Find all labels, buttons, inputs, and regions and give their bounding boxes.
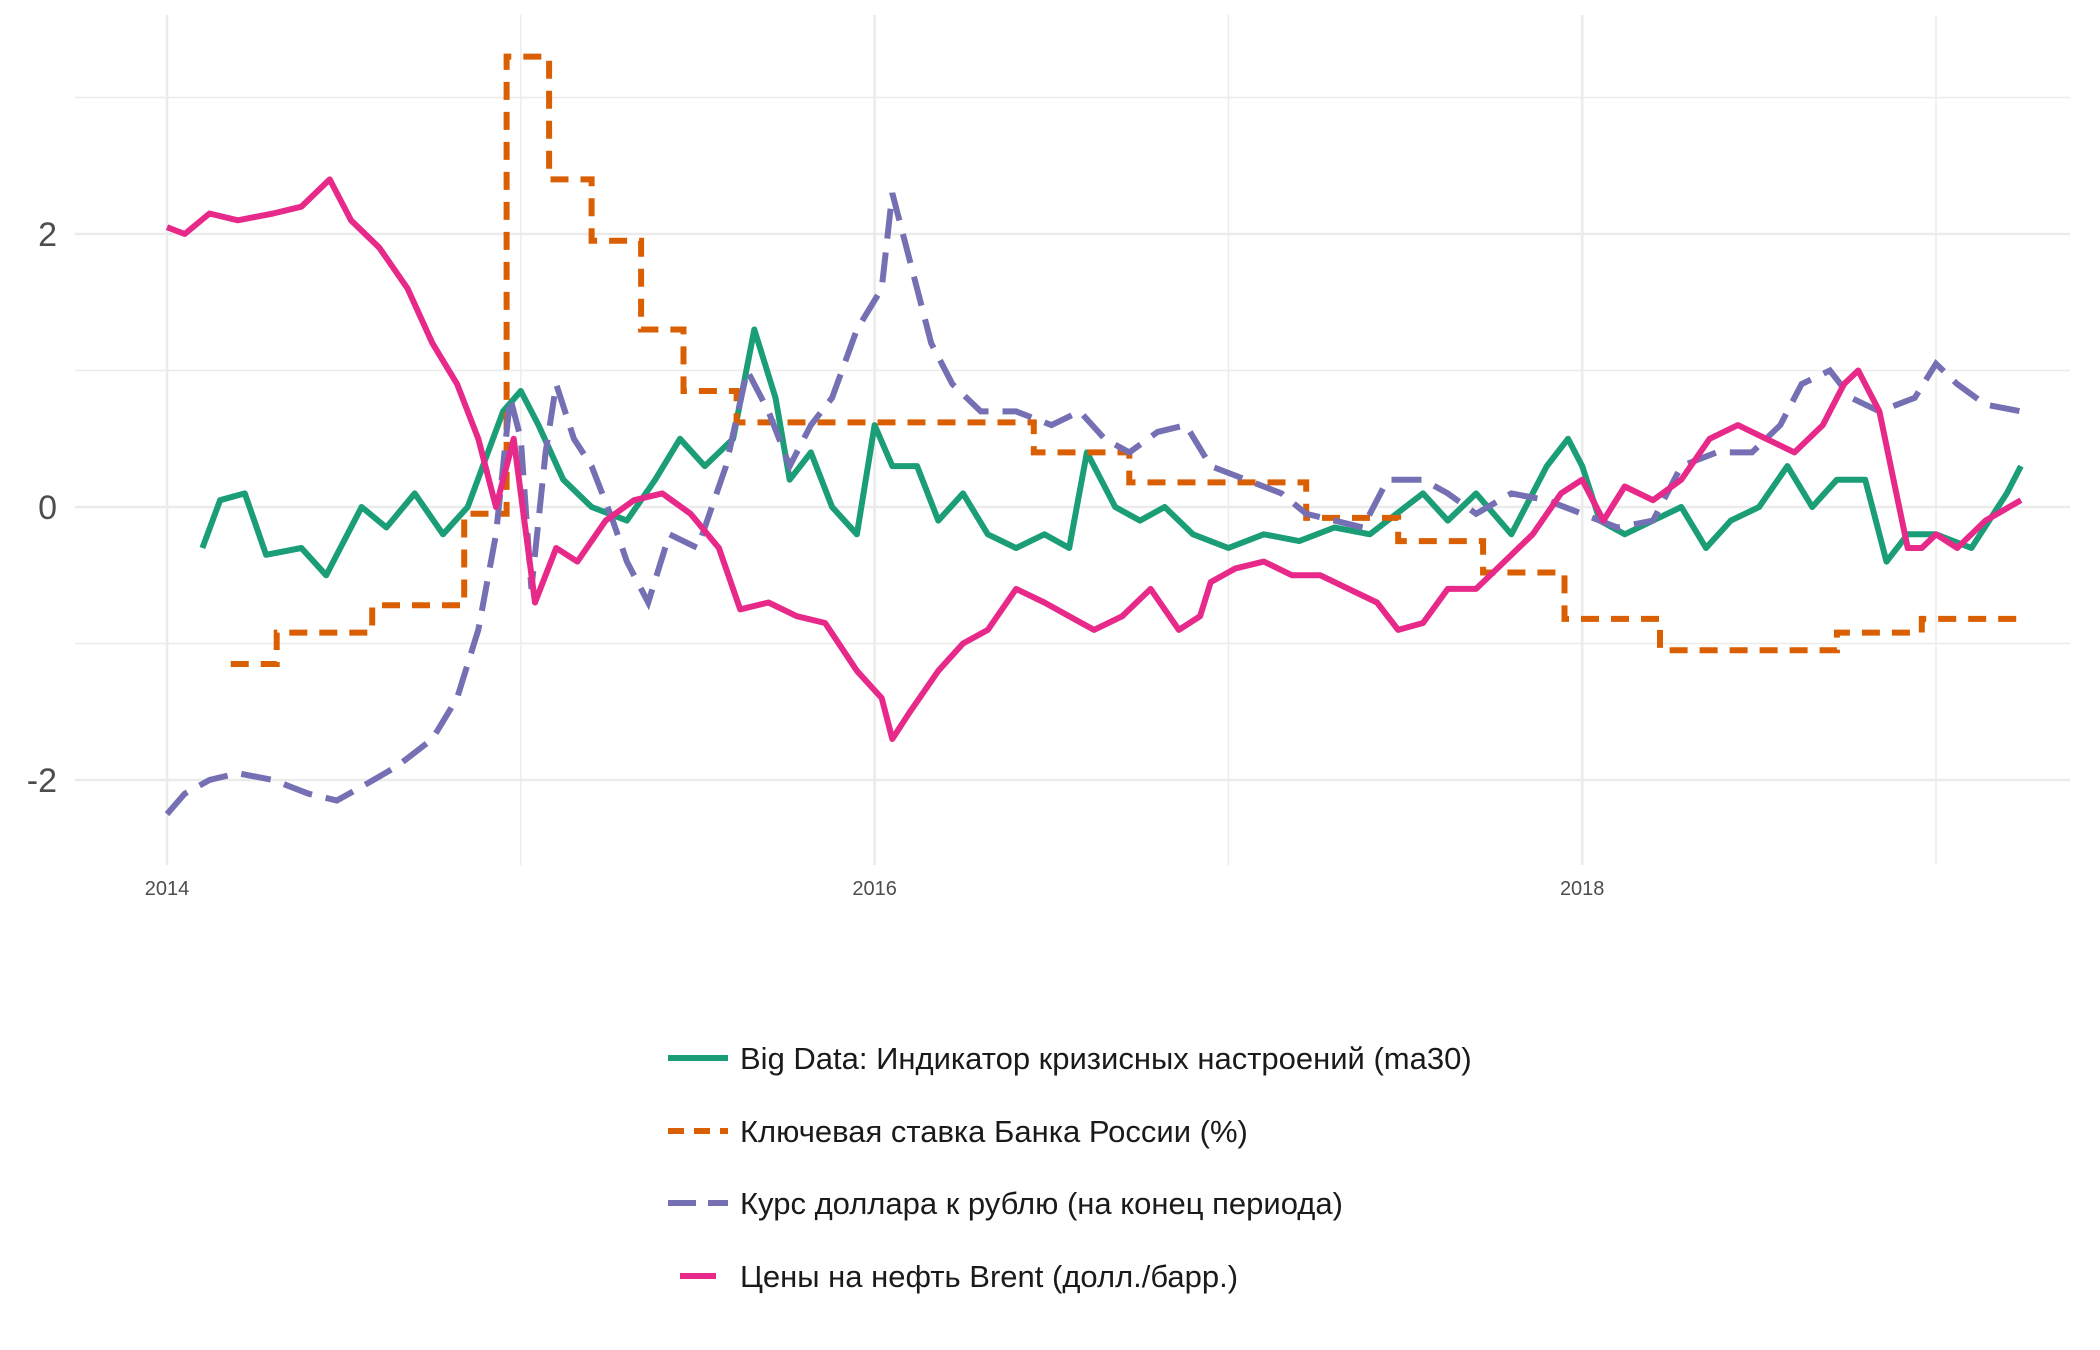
x-axis: 2014 2016 2018 — [145, 878, 1605, 900]
legend-label-1: Big Data: Индикатор кризисных настроений… — [740, 1041, 1472, 1076]
legend[interactable]: Big Data: Индикатор кризисных настроений… — [668, 1041, 1472, 1294]
legend-label-3: Курс доллара к рублю (на конец периода) — [740, 1186, 1343, 1221]
series-line-4 — [165, 176, 2023, 742]
legend-label-2: Ключевая ставка Банка России (%) — [740, 1114, 1248, 1149]
series-layer — [164, 53, 2024, 817]
x-tick-label: 2014 — [145, 878, 190, 900]
y-tick-label: -2 — [27, 762, 57, 800]
series-line-1 — [199, 326, 2024, 579]
x-tick-label: 2018 — [1560, 878, 1605, 900]
series-line-3 — [164, 192, 2022, 817]
x-tick-label: 2016 — [852, 878, 897, 900]
legend-label-4: Цены на нефть Brent (долл./барр.) — [740, 1259, 1238, 1294]
y-axis: -2 0 2 — [27, 216, 57, 800]
series-line-2 — [230, 53, 2021, 667]
grid — [75, 15, 2070, 865]
y-tick-label: 2 — [38, 216, 57, 254]
y-tick-label: 0 — [38, 489, 57, 527]
